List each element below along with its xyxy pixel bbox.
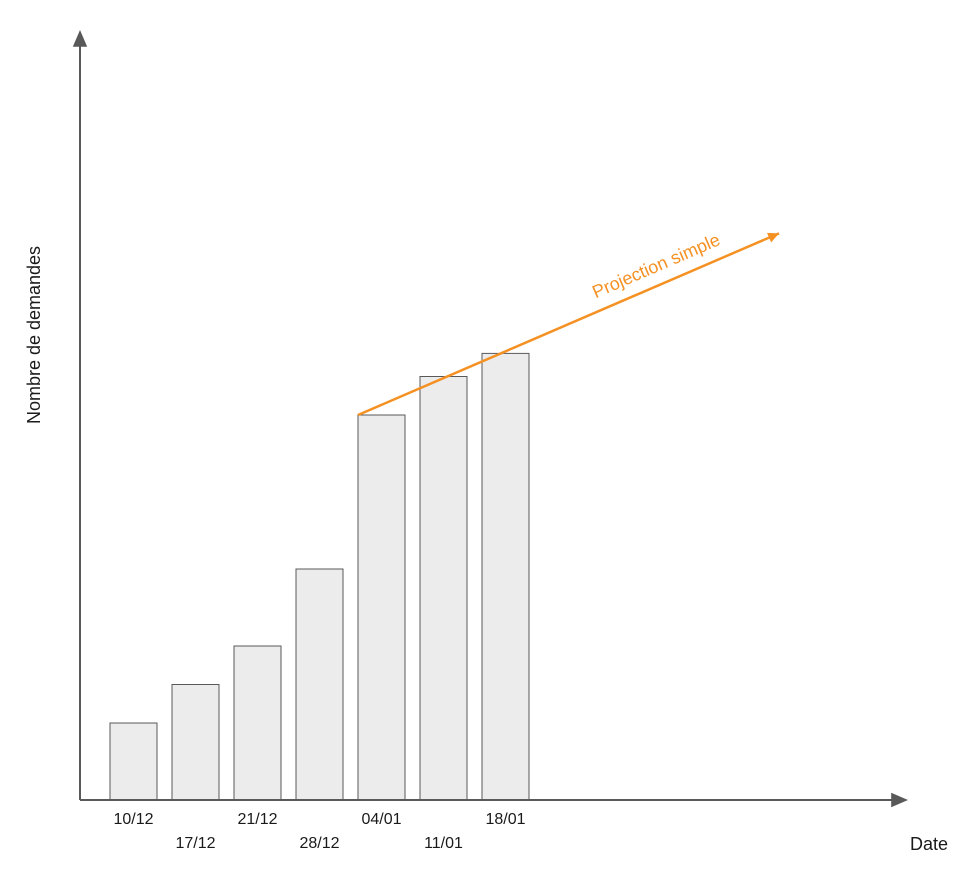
x-tick-label: 18/01 (485, 811, 525, 828)
bar (420, 377, 467, 801)
x-tick-label: 17/12 (175, 835, 215, 852)
y-axis-title: Nombre de demandes (24, 246, 44, 424)
bar (482, 353, 529, 800)
bar-chart: 10/12 17/12 21/12 28/12 04/01 11/01 18/01 Date N… (0, 0, 968, 890)
bar (296, 569, 343, 800)
x-tick-label: 28/12 (299, 835, 339, 852)
bar (172, 685, 219, 801)
x-tick-label: 04/01 (361, 811, 401, 828)
x-tick-label: 10/12 (113, 811, 153, 828)
bar (110, 723, 157, 800)
bar (234, 646, 281, 800)
x-tick-label: 11/01 (424, 835, 463, 852)
x-tick-label: 21/12 (237, 811, 277, 828)
x-axis-title: Date (910, 834, 948, 854)
bar (358, 415, 405, 800)
